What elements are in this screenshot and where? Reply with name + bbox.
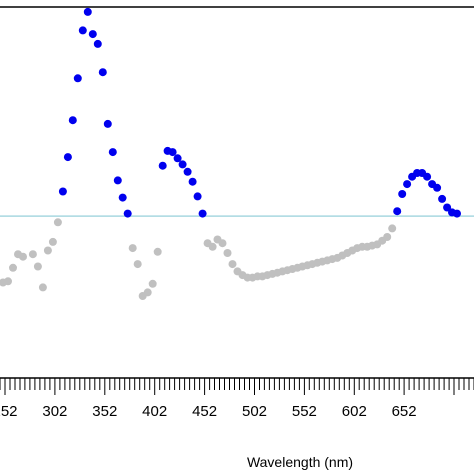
data-point	[198, 209, 207, 218]
data-point	[453, 209, 461, 218]
data-point	[118, 193, 127, 202]
data-point	[443, 203, 452, 212]
data-point	[173, 154, 182, 163]
data-point	[43, 246, 52, 255]
x-axis-title: Wavelength (nm)	[247, 454, 353, 470]
x-tick-label: 452	[192, 403, 217, 420]
data-point	[208, 242, 217, 251]
x-tick-label: 252	[0, 403, 18, 420]
data-point	[158, 161, 167, 170]
data-point	[33, 262, 42, 271]
data-point	[433, 183, 442, 192]
x-tick-label: 352	[92, 403, 117, 420]
data-point	[93, 39, 102, 48]
data-point	[4, 277, 12, 286]
data-point	[48, 237, 57, 246]
data-point	[128, 244, 137, 253]
data-point	[113, 176, 122, 185]
x-tick-label: 552	[292, 403, 317, 420]
data-point	[83, 7, 92, 16]
data-point	[73, 74, 82, 83]
data-point	[383, 233, 392, 241]
data-point	[53, 218, 62, 227]
data-point	[153, 247, 162, 256]
x-tick-label: 602	[342, 403, 367, 420]
data-point	[133, 260, 142, 269]
data-point	[148, 279, 157, 288]
data-point	[388, 224, 397, 233]
data-point	[218, 239, 227, 248]
data-point	[63, 153, 72, 162]
x-tick-label: 502	[242, 403, 267, 420]
data-point	[193, 192, 202, 201]
data-point	[9, 263, 17, 272]
data-point	[178, 160, 187, 169]
data-point	[19, 252, 27, 261]
data-point	[88, 30, 97, 39]
x-axis-ticks	[0, 378, 474, 395]
data-point	[78, 26, 87, 35]
data-point	[98, 68, 107, 77]
data-points	[0, 7, 461, 300]
data-point	[28, 250, 37, 259]
data-point	[58, 187, 67, 196]
x-tick-label: 652	[392, 403, 417, 420]
data-point	[183, 167, 192, 176]
data-point	[188, 177, 197, 186]
x-tick-label: 402	[142, 403, 167, 420]
data-point	[398, 190, 407, 198]
data-point	[168, 148, 177, 157]
data-point	[38, 283, 47, 292]
data-point	[438, 194, 447, 203]
x-tick-label: 302	[42, 403, 67, 420]
data-point	[123, 209, 132, 218]
data-point	[108, 148, 117, 157]
x-axis-tick-labels: 252 302 352 402 452 502 552 602 652	[0, 403, 417, 420]
data-point	[103, 119, 112, 128]
data-point	[393, 207, 402, 216]
data-point	[68, 116, 77, 125]
data-point	[403, 180, 412, 189]
data-point	[143, 288, 152, 297]
data-point	[423, 172, 432, 181]
data-point	[223, 249, 232, 257]
data-point	[228, 260, 237, 269]
